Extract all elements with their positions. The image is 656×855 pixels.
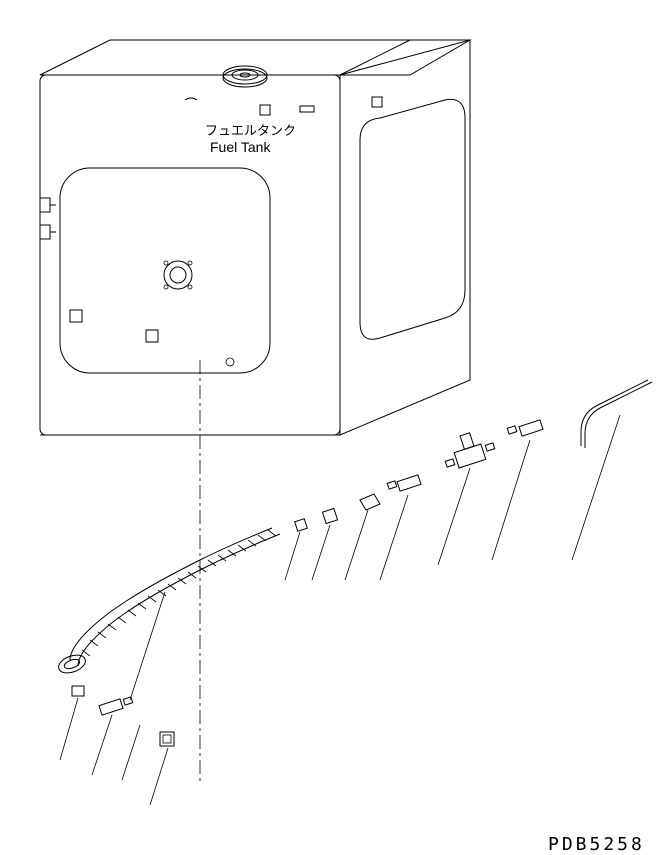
fuel-tank-label-jp: フュエルタンク xyxy=(205,123,296,138)
nut-b xyxy=(295,519,308,532)
nut-a xyxy=(322,508,337,523)
clamp xyxy=(72,686,84,696)
nut-lower xyxy=(160,732,174,746)
fitting-a xyxy=(507,420,543,436)
bracket-left xyxy=(40,198,56,239)
nipple-lower xyxy=(99,697,133,715)
valve xyxy=(445,433,494,468)
drawing-code: PDB5258 xyxy=(548,834,645,855)
return-line xyxy=(56,528,280,805)
olive xyxy=(360,494,380,510)
fitting-b xyxy=(387,475,421,491)
fuel-tank-label-en: Fuel Tank xyxy=(210,139,271,155)
tube-right xyxy=(585,382,652,448)
parts-diagram: フュエルタンク Fuel Tank xyxy=(0,0,656,855)
filler-cap xyxy=(223,66,267,87)
fuel-tank xyxy=(40,40,470,435)
front-nuts xyxy=(70,310,234,366)
